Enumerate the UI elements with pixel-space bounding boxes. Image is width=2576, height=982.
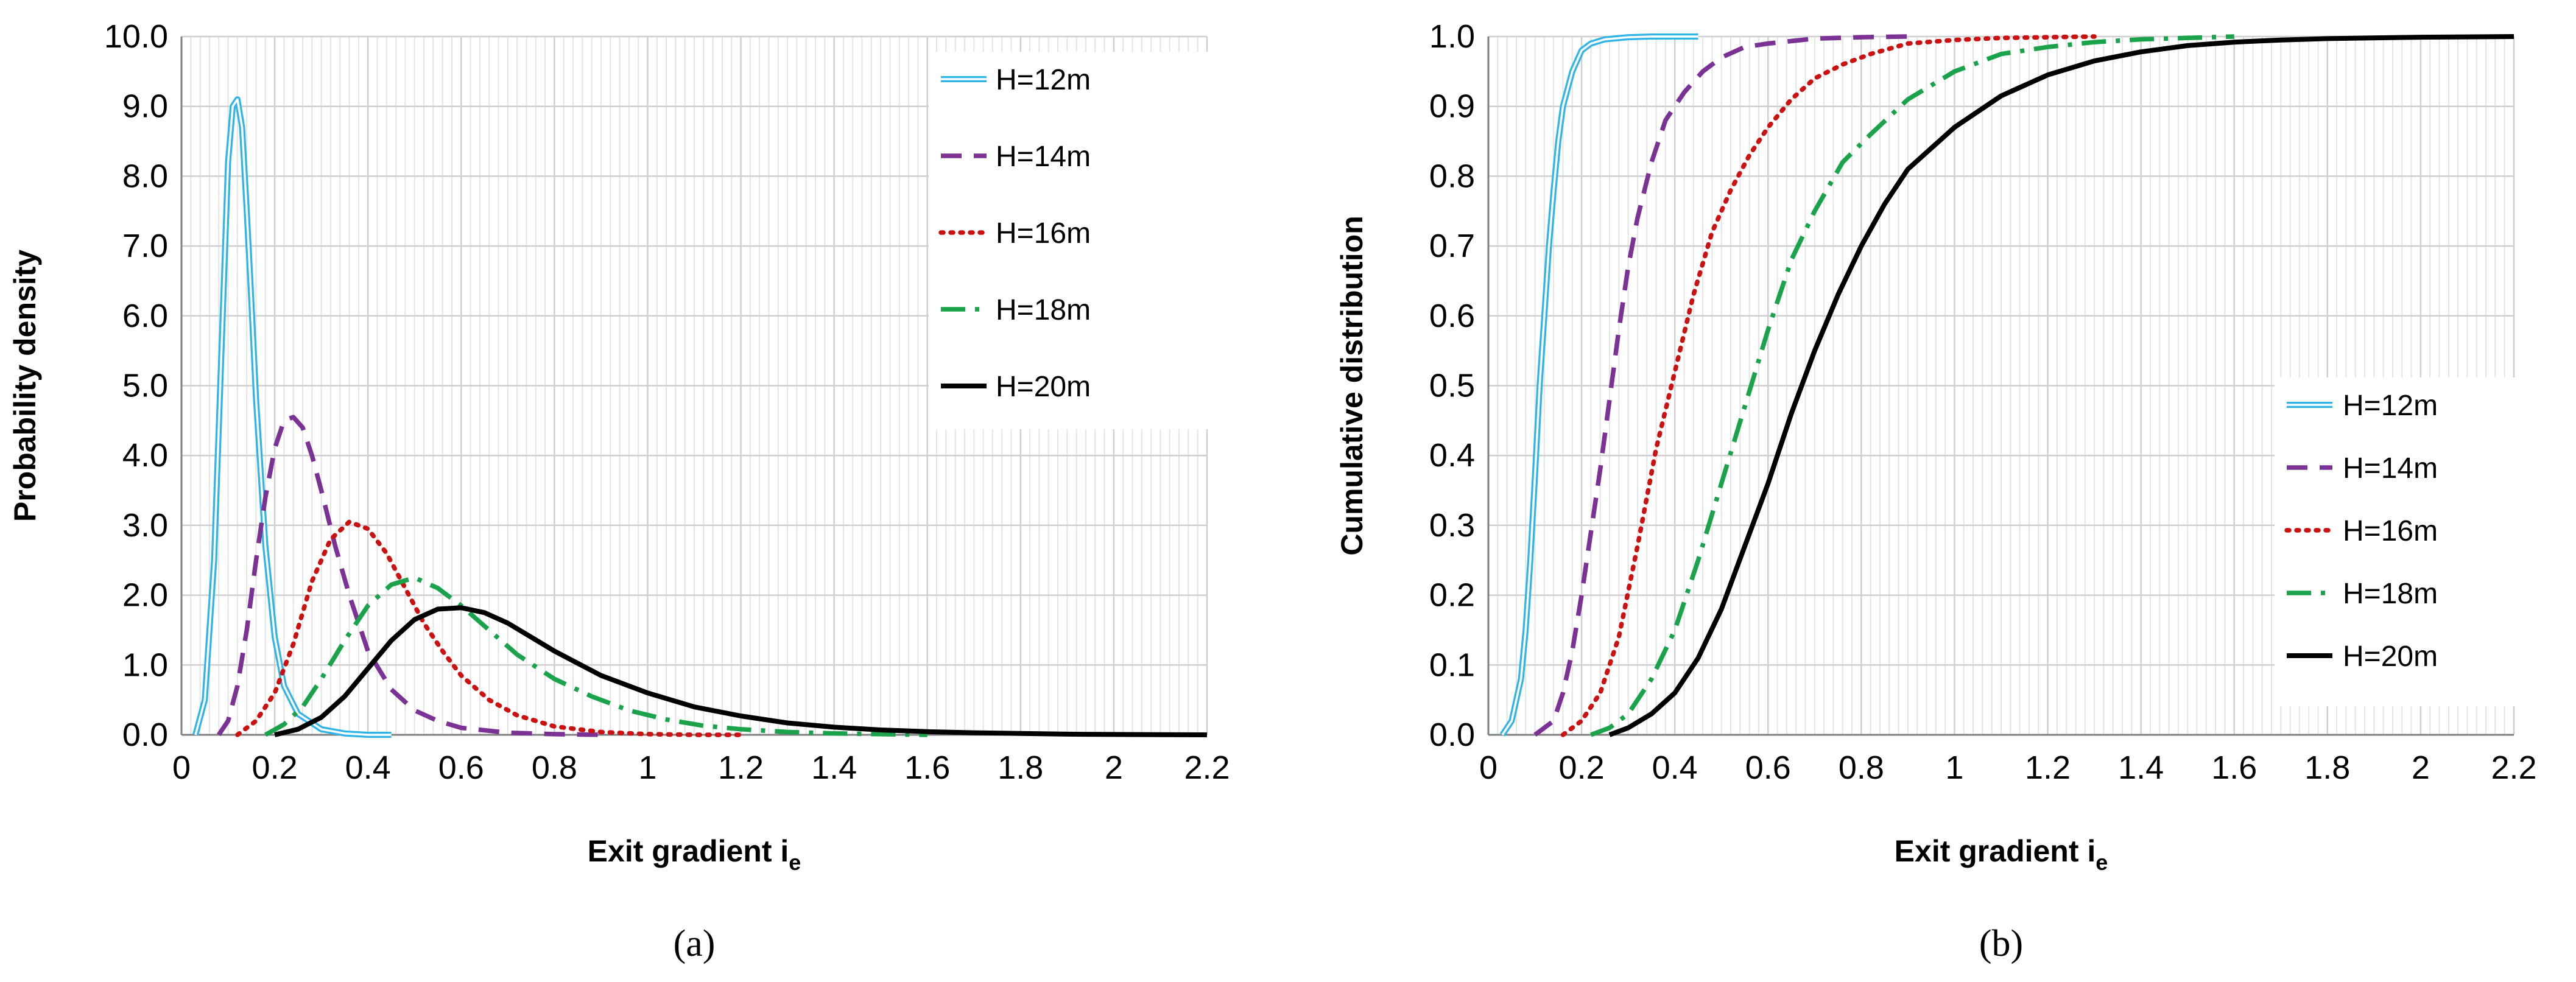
x-tick-label: 0.2 [1559,749,1605,786]
y-tick-label: 6.0 [122,298,168,334]
x-tick-label: 1.6 [904,749,950,786]
y-tick-label: 0.0 [1429,717,1475,753]
y-tick-label: 4.0 [122,437,168,474]
legend-label: H=12m [2343,390,2438,422]
x-tick-label: 0.8 [1839,749,1884,786]
y-axis-title: Cumulative distribution [1335,216,1369,555]
series-line-h16m [1560,34,2097,737]
x-tick-label: 0.4 [1652,749,1698,786]
x-axis-title-subscript: e [2096,850,2108,875]
panel-a: 0 0.2 0.4 0.6 0.8 1 1.2 1.4 1.6 1.8 2 2.2 0.0 1.0 2.0 3… [8,18,1230,964]
y-tick-label: 0.3 [1429,507,1475,544]
panel-b: 0 0.2 0.4 0.6 0.8 1 1.2 1.4 1.6 1.8 2 2.2 0.0 0.1 0.2 0… [1335,18,2537,964]
legend-item: H=12m [2287,390,2438,422]
series-group [192,96,1208,738]
series-line-h12m-inner [194,98,392,736]
y-tick-label: 1.0 [122,647,168,683]
y-tick-label: 0.1 [1429,647,1475,683]
y-tick-label: 1.0 [1429,18,1475,55]
y-tick-label: 0.6 [1429,298,1475,334]
y-tick-label: 9.0 [122,88,168,125]
x-axis-title: Exit gradient ie [588,834,801,875]
x-tick-label: 0.4 [345,749,391,786]
series-line-h14m [217,415,601,737]
y-tick-label: 0.9 [1429,88,1475,125]
x-tick-label: 1 [1945,749,1963,786]
y-tick-label: 0.8 [1429,158,1475,194]
legend-label: H=18m [996,294,1091,326]
legend-label: H=12m [996,64,1091,96]
legend-label: H=14m [2343,452,2438,485]
legend-item: H=18m [2287,578,2438,610]
panel-label: (b) [1979,923,2023,964]
panel-label: (a) [674,923,716,964]
legend-label: H=18m [2343,578,2438,610]
x-tick-label: 0.8 [532,749,577,786]
legend-item: H=14m [941,141,1091,173]
x-tick-label: 0 [172,749,191,786]
y-tick-label: 10.0 [104,18,168,55]
legend-background [2275,377,2515,706]
y-tick-label: 0.2 [1429,577,1475,614]
y-tick-label: 0.5 [1429,368,1475,404]
x-tick-label: 2 [1105,749,1123,786]
legend-label: H=16m [2343,515,2438,547]
series-line-h18m [1590,34,2234,737]
legend-item: H=16m [2284,515,2438,547]
y-tick-label: 8.0 [122,158,168,194]
y-tick-label: 0.4 [1429,437,1475,474]
y-tick-label: 5.0 [122,368,168,404]
legend-item: H=20m [2287,640,2438,673]
x-axis-title-subscript: e [789,850,801,875]
x-tick-label: 2.2 [2491,749,2536,786]
legend: H=12m H=14m H=16m H=18m H=20m [929,52,1209,429]
x-axis-title: Exit gradient ie [1895,834,2108,875]
x-tick-label: 1.8 [998,749,1043,786]
x-tick-label: 1.8 [2304,749,2350,786]
x-tick-label: 0.6 [1745,749,1791,786]
x-axis-title-main: Exit gradient i [588,834,789,868]
legend-background [929,52,1209,429]
x-axis-title-main: Exit gradient i [1895,834,2096,868]
x-tick-label: 1.4 [2118,749,2164,786]
legend-label: H=16m [996,217,1091,250]
legend-item: H=20m [941,371,1091,403]
x-tick-label: 1.4 [811,749,857,786]
legend-label: H=20m [2343,640,2438,673]
legend: H=12m H=14m H=16m H=18m H=20m [2275,377,2515,706]
series-line-h18m [264,575,927,737]
y-axis-title: Probability density [8,250,42,522]
x-tick-label: 1.2 [718,749,764,786]
series-line-h20m [274,605,1208,737]
legend-item: H=14m [2287,452,2438,485]
series-group [1499,33,2514,737]
y-tick-label: 2.0 [122,577,168,614]
series-line-h16m [235,519,744,737]
y-tick-label: 0.0 [122,717,168,753]
y-tick-label: 7.0 [122,228,168,264]
x-tick-label: 1.2 [2025,749,2071,786]
legend-item: H=12m [941,64,1091,96]
legend-label: H=14m [996,141,1091,173]
y-tick-label: 3.0 [122,507,168,544]
x-tick-label: 0.6 [438,749,484,786]
x-tick-label: 0 [1479,749,1497,786]
x-tick-label: 1 [638,749,656,786]
x-tick-label: 2 [2412,749,2430,786]
series-line-h12m-inner [1501,35,1698,735]
x-tick-label: 2.2 [1184,749,1230,786]
series-line-h14m [1533,34,1908,737]
x-tick-label: 0.2 [252,749,298,786]
legend-label: H=20m [996,371,1091,403]
y-tick-label: 0.7 [1429,228,1475,264]
legend-item: H=18m [941,294,1091,326]
legend-item: H=16m [938,217,1091,250]
series-line-h20m [1608,34,2514,737]
x-tick-label: 1.6 [2211,749,2257,786]
